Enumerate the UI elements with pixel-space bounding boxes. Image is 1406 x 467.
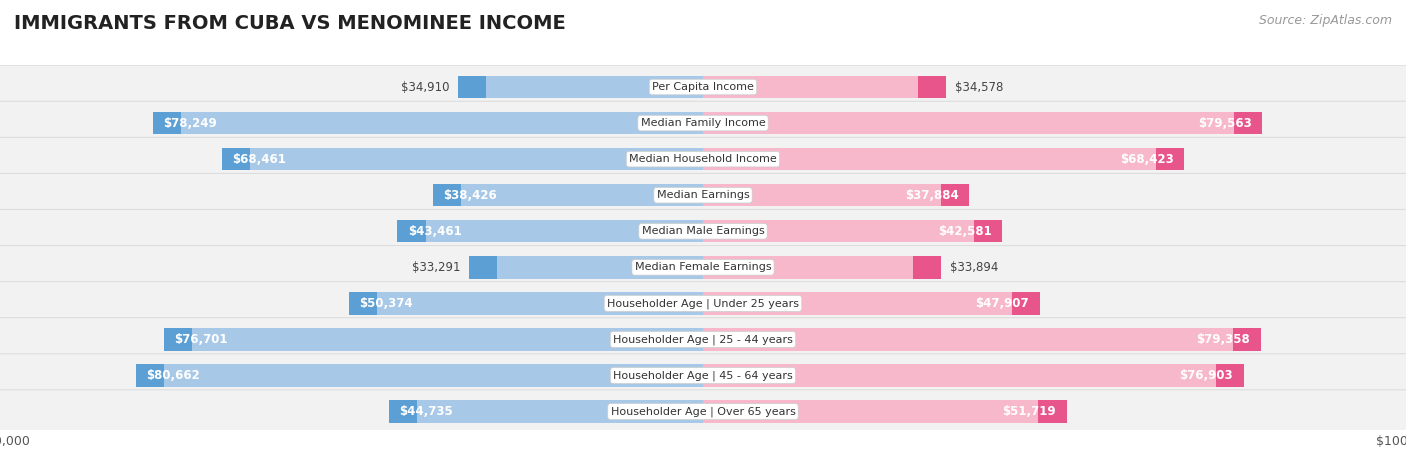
Bar [703, 184, 969, 206]
FancyBboxPatch shape [0, 173, 1406, 217]
FancyBboxPatch shape [0, 137, 1406, 181]
Bar [349, 292, 377, 315]
Text: $51,719: $51,719 [1002, 405, 1056, 418]
Text: $78,249: $78,249 [163, 117, 217, 129]
Text: $43,461: $43,461 [408, 225, 461, 238]
Text: $33,894: $33,894 [949, 261, 998, 274]
Text: $44,735: $44,735 [399, 405, 453, 418]
Bar [703, 148, 1184, 170]
Bar [470, 256, 703, 278]
Bar [1039, 400, 1067, 423]
Bar [433, 184, 461, 206]
Bar [349, 292, 703, 315]
Bar [1012, 292, 1040, 315]
Text: Householder Age | Over 65 years: Householder Age | Over 65 years [610, 406, 796, 417]
Text: $76,701: $76,701 [174, 333, 228, 346]
Bar [918, 76, 946, 98]
Text: $79,563: $79,563 [1198, 117, 1251, 129]
Bar [912, 256, 941, 278]
FancyBboxPatch shape [0, 246, 1406, 289]
Text: Median Earnings: Median Earnings [657, 190, 749, 200]
Bar [222, 148, 703, 170]
Bar [974, 220, 1002, 242]
Bar [703, 220, 1002, 242]
Bar [163, 328, 191, 351]
Text: Per Capita Income: Per Capita Income [652, 82, 754, 92]
Bar [703, 76, 946, 98]
Bar [457, 76, 703, 98]
Bar [703, 400, 1067, 423]
Bar [457, 76, 485, 98]
Text: Householder Age | 45 - 64 years: Householder Age | 45 - 64 years [613, 370, 793, 381]
Text: $47,907: $47,907 [976, 297, 1029, 310]
FancyBboxPatch shape [0, 210, 1406, 253]
FancyBboxPatch shape [0, 101, 1406, 145]
FancyBboxPatch shape [0, 282, 1406, 325]
Bar [433, 184, 703, 206]
Text: Median Household Income: Median Household Income [628, 154, 778, 164]
Bar [1216, 364, 1244, 387]
Bar [153, 112, 703, 134]
Bar [703, 112, 1263, 134]
Text: $76,903: $76,903 [1180, 369, 1233, 382]
Text: $38,426: $38,426 [443, 189, 498, 202]
Text: $42,581: $42,581 [938, 225, 991, 238]
Text: $68,423: $68,423 [1119, 153, 1174, 166]
Text: $68,461: $68,461 [232, 153, 287, 166]
Text: Median Family Income: Median Family Income [641, 118, 765, 128]
Text: Median Male Earnings: Median Male Earnings [641, 226, 765, 236]
FancyBboxPatch shape [0, 390, 1406, 433]
Text: Source: ZipAtlas.com: Source: ZipAtlas.com [1258, 14, 1392, 27]
Bar [470, 256, 498, 278]
Bar [136, 364, 703, 387]
FancyBboxPatch shape [0, 65, 1406, 109]
Text: Householder Age | Under 25 years: Householder Age | Under 25 years [607, 298, 799, 309]
Bar [941, 184, 969, 206]
Bar [1234, 112, 1263, 134]
Bar [388, 400, 416, 423]
Text: Householder Age | 25 - 44 years: Householder Age | 25 - 44 years [613, 334, 793, 345]
Text: Median Female Earnings: Median Female Earnings [634, 262, 772, 272]
Bar [388, 400, 703, 423]
Legend: Immigrants from Cuba, Menominee: Immigrants from Cuba, Menominee [553, 466, 853, 467]
Bar [398, 220, 426, 242]
Bar [703, 328, 1261, 351]
Text: $79,358: $79,358 [1197, 333, 1250, 346]
Bar [222, 148, 250, 170]
Bar [703, 364, 1244, 387]
Text: IMMIGRANTS FROM CUBA VS MENOMINEE INCOME: IMMIGRANTS FROM CUBA VS MENOMINEE INCOME [14, 14, 565, 33]
Text: $50,374: $50,374 [360, 297, 413, 310]
FancyBboxPatch shape [0, 318, 1406, 361]
Text: $80,662: $80,662 [146, 369, 200, 382]
Bar [703, 256, 941, 278]
Bar [1233, 328, 1261, 351]
Text: $34,578: $34,578 [955, 80, 1002, 93]
Text: $33,291: $33,291 [412, 261, 461, 274]
Text: $37,884: $37,884 [905, 189, 959, 202]
Bar [136, 364, 165, 387]
Text: $34,910: $34,910 [401, 80, 449, 93]
Bar [163, 328, 703, 351]
Bar [1156, 148, 1184, 170]
Bar [153, 112, 181, 134]
Bar [703, 292, 1040, 315]
Bar [398, 220, 703, 242]
FancyBboxPatch shape [0, 354, 1406, 397]
